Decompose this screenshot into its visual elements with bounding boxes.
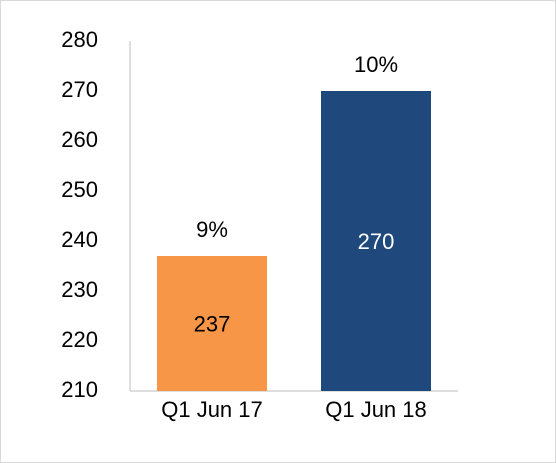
y-tick-label: 260 [61, 127, 98, 152]
value-label: 270 [358, 229, 395, 254]
x-tick-label: Q1 Jun 17 [161, 397, 263, 422]
y-tick-label: 280 [61, 27, 98, 52]
bar [321, 91, 431, 391]
y-tick-label: 220 [61, 327, 98, 352]
annotation: 10% [354, 52, 398, 77]
y-tick-label: 240 [61, 227, 98, 252]
y-tick-label: 250 [61, 177, 98, 202]
y-tick-label: 270 [61, 77, 98, 102]
y-tick-label: 210 [61, 377, 98, 402]
bar [157, 256, 267, 391]
y-tick-label: 230 [61, 277, 98, 302]
value-label: 237 [194, 311, 231, 336]
x-tick-label: Q1 Jun 18 [325, 397, 427, 422]
annotation: 9% [196, 217, 228, 242]
